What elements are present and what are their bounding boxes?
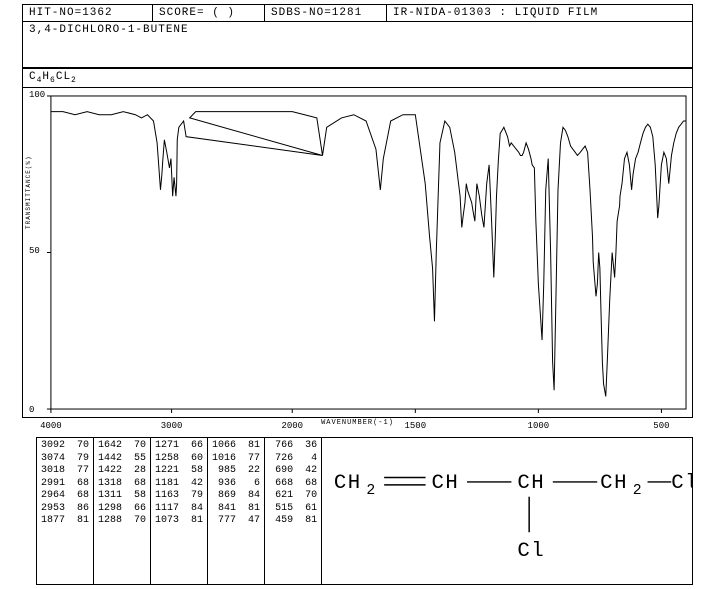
peak-row: 2991 68 [41,478,89,491]
y-tick-50: 50 [29,246,40,256]
peak-row: 777 47 [212,515,260,528]
peak-row: 2953 86 [41,503,89,516]
x-axis-label: WAVENUMBER(-1) [0,419,715,427]
peak-row: 936 6 [212,478,260,491]
x-tick: 1000 [528,421,550,431]
peak-row: 1298 66 [98,503,146,516]
peak-row: 1163 79 [155,490,203,503]
peak-row: 1066 81 [212,440,260,453]
y-axis-label: TRANSMITTANCE(%) [25,156,32,230]
svg-text:CH: CH [334,472,362,495]
svg-text:CH: CH [517,472,545,495]
peak-row: 1073 81 [155,515,203,528]
peak-row: 1117 84 [155,503,203,516]
peak-row: 985 22 [212,465,260,478]
peak-row: 2964 68 [41,490,89,503]
x-tick: 2000 [281,421,303,431]
peak-row: 1271 66 [155,440,203,453]
peak-row: 1642 70 [98,440,146,453]
peak-row: 459 81 [269,515,317,528]
peak-row: 515 61 [269,503,317,516]
peak-row: 766 36 [269,440,317,453]
x-tick: 500 [653,421,669,431]
peak-row: 1258 60 [155,453,203,466]
peak-row: 841 81 [212,503,260,516]
peak-row: 1442 55 [98,453,146,466]
peak-row: 668 68 [269,478,317,491]
peak-row: 690 42 [269,465,317,478]
peak-col: 1271 661258 601221 581181 421163 791117 … [151,438,208,584]
peak-row: 621 70 [269,490,317,503]
peak-row: 1181 42 [155,478,203,491]
peak-row: 726 4 [269,453,317,466]
x-tick: 3000 [161,421,183,431]
peak-row: 3018 77 [41,465,89,478]
formula: C4H6CL2 [22,68,693,88]
hit-no-cell: HIT-NO=1362 [23,5,153,21]
score-cell: SCORE= ( ) [153,5,265,21]
bottom-panel: 3092 703074 793018 772991 682964 682953 … [36,437,693,585]
peak-col: 1066 811016 77 985 22 936 6 869 84 841 8… [208,438,265,584]
peak-row: 1221 58 [155,465,203,478]
svg-text:CH: CH [600,472,628,495]
peak-col: 766 36 726 4 690 42 668 68 621 70 515 61… [265,438,321,584]
ir-spectrum-chart: TRANSMITTANCE(%) 100 50 0 40003000200015… [22,88,693,418]
peak-row: 3092 70 [41,440,89,453]
svg-text:2: 2 [633,483,643,499]
peak-row: 1311 58 [98,490,146,503]
method-cell: IR-NIDA-01303 : LIQUID FILM [387,5,692,21]
peak-row: 1877 81 [41,515,89,528]
peak-table: 3092 703074 793018 772991 682964 682953 … [36,437,322,585]
spectrum-svg [23,88,692,417]
svg-text:CH: CH [432,472,460,495]
peak-row: 1422 28 [98,465,146,478]
svg-text:Cl: Cl [671,472,692,495]
svg-text:Cl: Cl [517,540,545,563]
chemical-structure: CH 2 CH CH CH 2 Cl Cl [322,437,693,585]
svg-text:2: 2 [366,483,376,499]
sdbs-no-cell: SDBS-NO=1281 [265,5,387,21]
header-bar: HIT-NO=1362 SCORE= ( ) SDBS-NO=1281 IR-N… [22,4,693,22]
peak-row: 3074 79 [41,453,89,466]
peak-row: 1318 68 [98,478,146,491]
y-tick-100: 100 [29,90,45,100]
peak-row: 869 84 [212,490,260,503]
peak-col: 1642 701442 551422 281318 681311 581298 … [94,438,151,584]
y-tick-0: 0 [29,405,34,415]
compound-name: 3,4-DICHLORO-1-BUTENE [22,22,693,68]
peak-row: 1016 77 [212,453,260,466]
peak-col: 3092 703074 793018 772991 682964 682953 … [37,438,94,584]
x-tick: 1500 [404,421,426,431]
x-tick: 4000 [40,421,62,431]
peak-row: 1288 70 [98,515,146,528]
